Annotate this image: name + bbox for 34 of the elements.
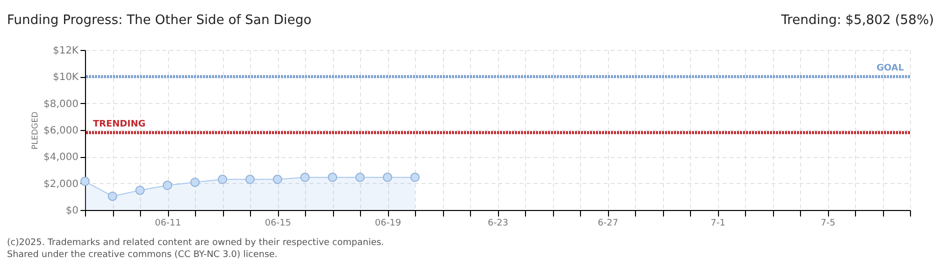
point [300, 172, 310, 182]
point [135, 186, 145, 195]
chart-subtitle: Trending: $5,802 (58%) [780, 13, 934, 28]
ref-line-label: GOAL [876, 64, 904, 74]
point [328, 172, 338, 182]
point [108, 192, 118, 201]
y-tick-label: $6,000 [44, 126, 78, 136]
x-tick-label: 7-5 [820, 218, 836, 228]
point [410, 172, 420, 182]
point [245, 174, 255, 184]
point [218, 174, 228, 184]
y-tick-label: $2,000 [44, 178, 78, 190]
y-tick-label: $0 [66, 206, 78, 216]
y-tick-label: $12K [52, 46, 79, 56]
x-tick-label: 7-1 [710, 218, 726, 228]
point [80, 176, 90, 186]
x-tick-label: 6-27 [598, 218, 618, 228]
y-tick-label: $8,000 [44, 98, 78, 110]
x-tick-label: 06-15 [264, 218, 292, 228]
point [162, 180, 172, 190]
chart-title: Funding Progress: The Other Side of San Diego [7, 13, 312, 28]
point [272, 174, 282, 184]
text: (c)2025. Trademarks and related content are owned by their respective companies. [7, 238, 384, 248]
point [382, 172, 392, 182]
ref-line-label: TRENDING [93, 120, 146, 130]
y-tick-label: $4,000 [44, 152, 78, 164]
point [190, 178, 200, 187]
y-axis-title: PLEDGED [30, 112, 40, 150]
y-tick-label: $10K [52, 72, 79, 84]
x-tick-label: 06-19 [374, 218, 402, 228]
point [355, 172, 365, 182]
text: Shared under the creative commons (CC BY-NC 3.0) license. [7, 250, 278, 260]
x-tick-label: 06-11 [154, 218, 182, 228]
x-tick-label: 6-23 [488, 218, 508, 228]
